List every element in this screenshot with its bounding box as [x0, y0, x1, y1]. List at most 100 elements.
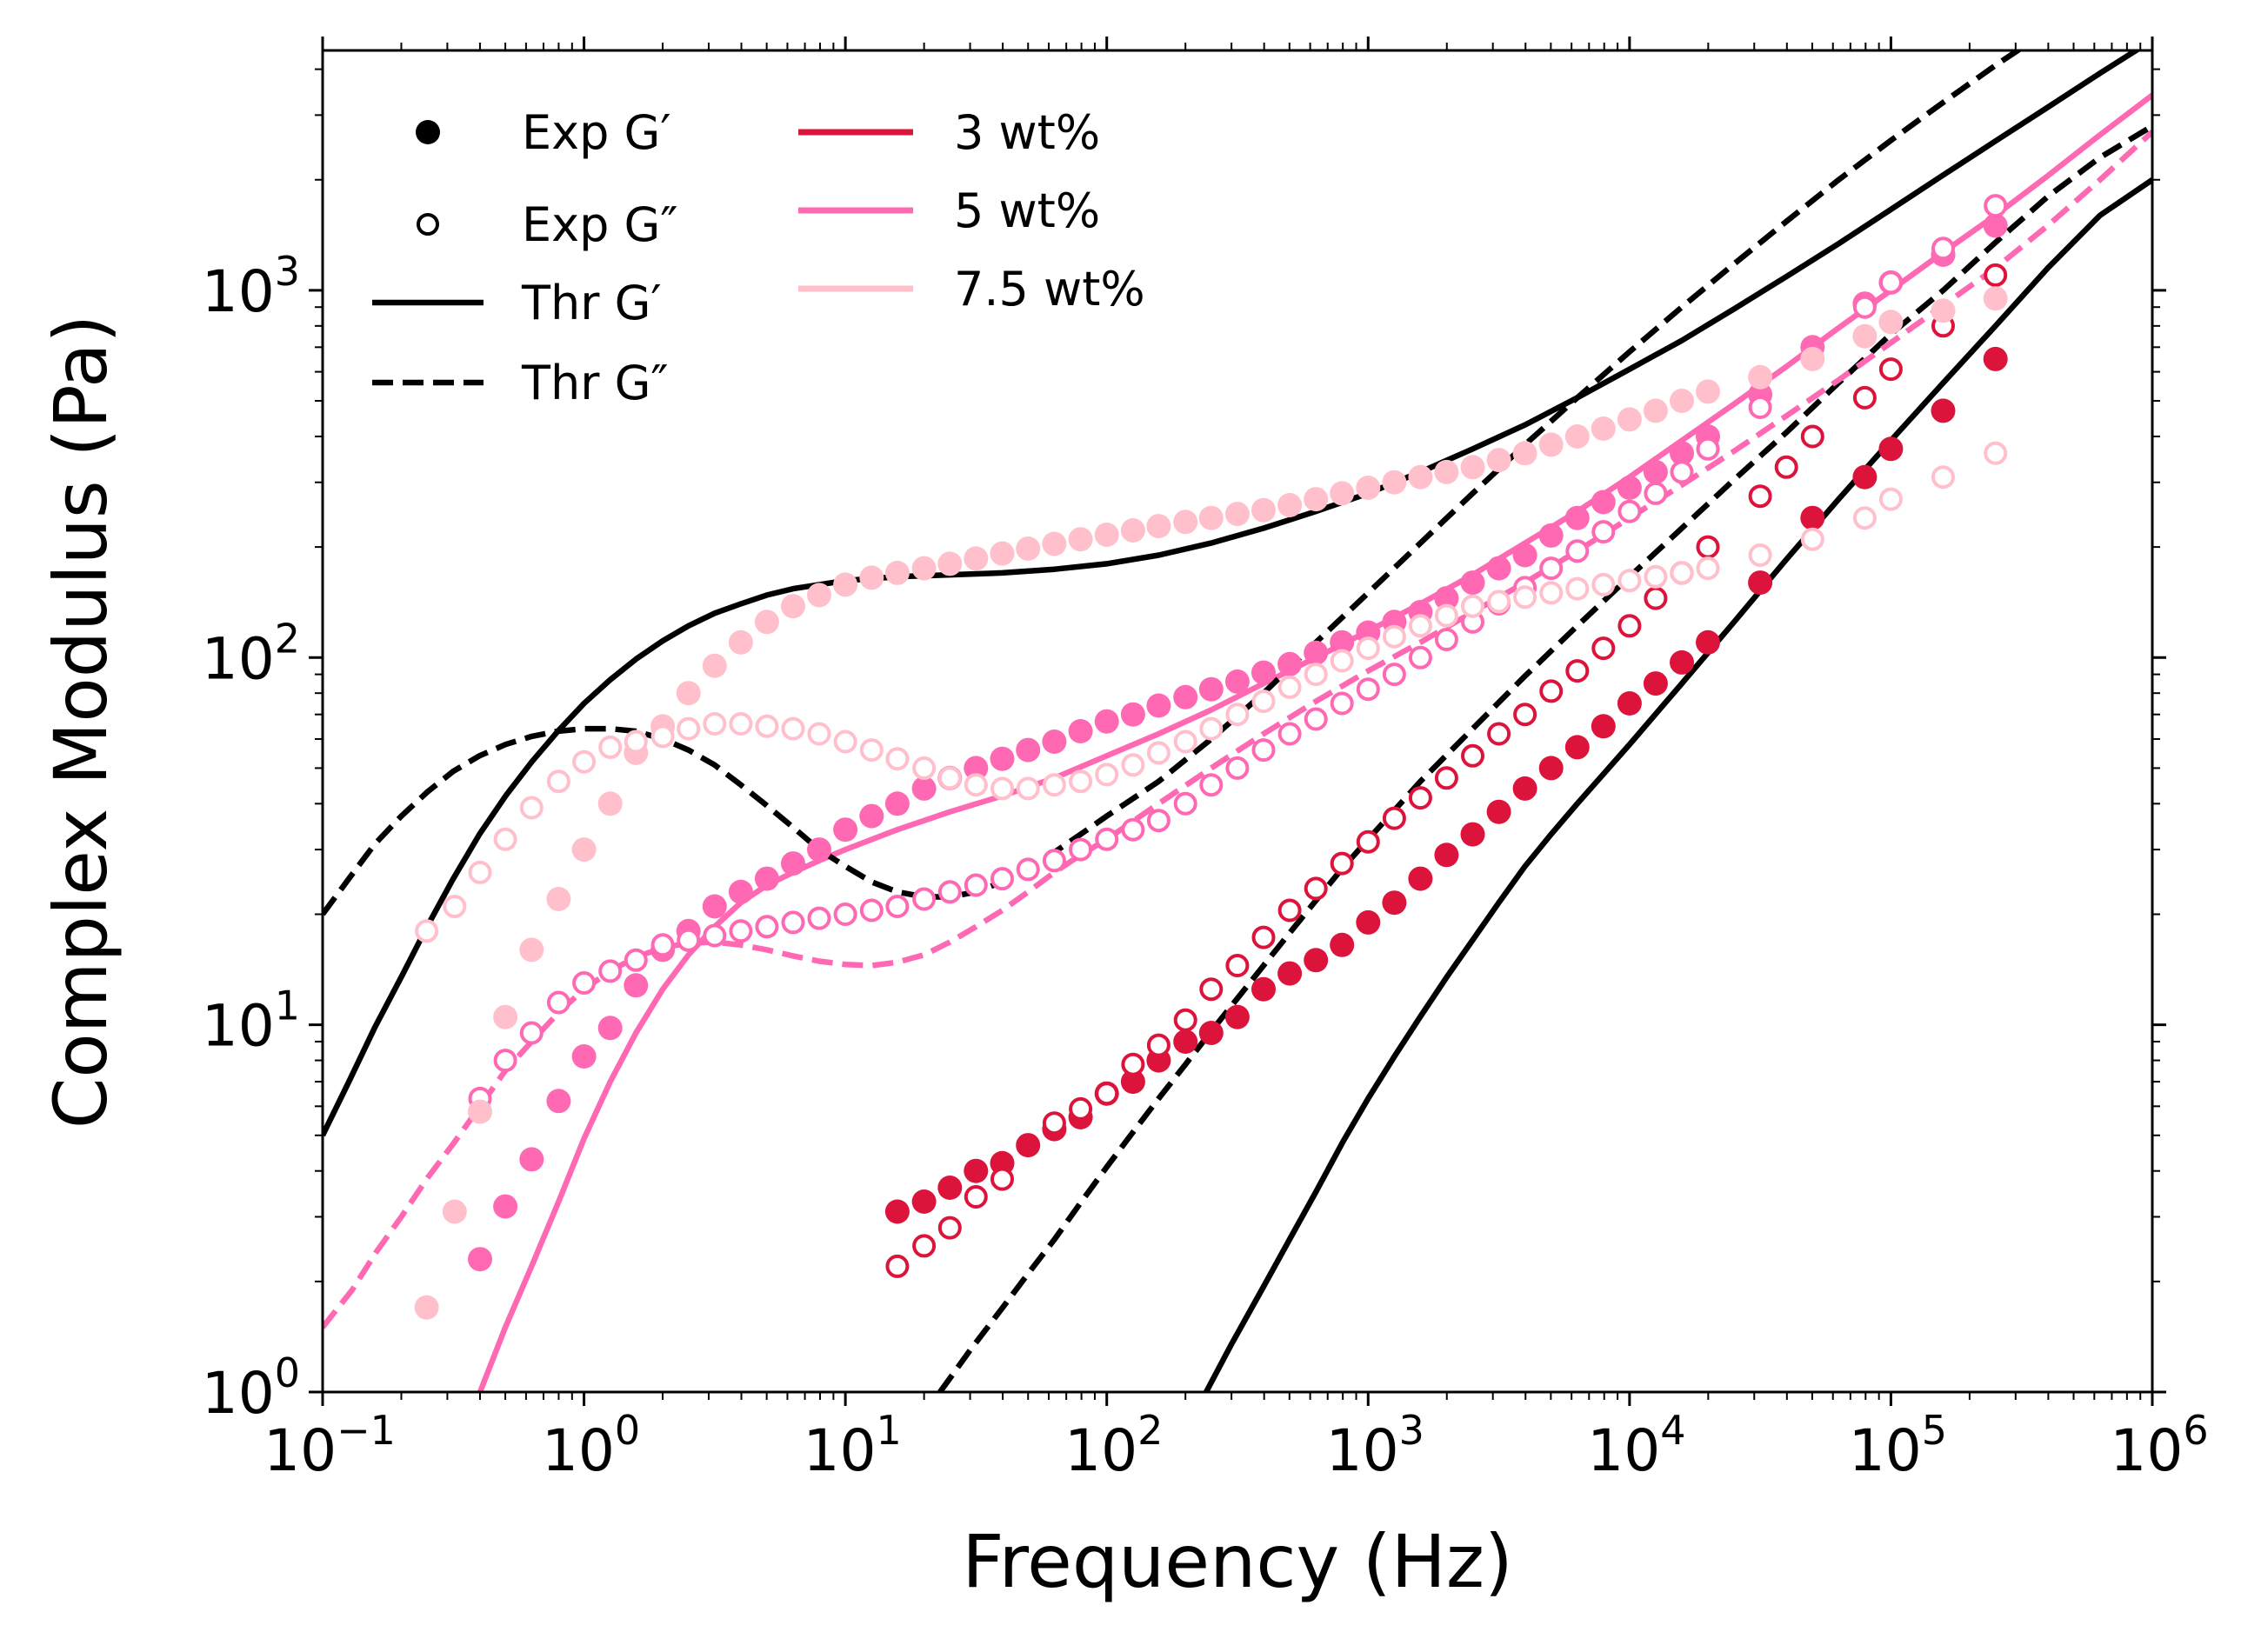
data-point-7-5-wt--storage — [1173, 510, 1198, 535]
data-point-7-5-wt--loss — [1095, 763, 1119, 787]
data-point-7-5-wt--loss — [650, 724, 675, 749]
data-point-7-5-wt--loss — [1330, 649, 1354, 673]
data-point-7-5-wt--storage — [1094, 523, 1119, 547]
data-point-5-wt--storage — [754, 866, 779, 891]
data-point-3-wt--loss — [912, 1234, 937, 1258]
data-point-3-wt--loss — [964, 1185, 988, 1209]
data-point-3-wt--storage — [1460, 822, 1485, 847]
data-point-7-5-wt--loss — [990, 776, 1014, 801]
data-point-3-wt--storage — [1224, 1004, 1250, 1029]
data-point-7-5-wt--loss — [598, 735, 623, 759]
data-point-7-5-wt--loss — [1069, 769, 1093, 794]
x-tick-label: 103 — [1326, 1407, 1424, 1484]
data-point-5-wt--loss — [1304, 707, 1328, 731]
data-point-3-wt--storage — [964, 1158, 989, 1183]
data-point-3-wt--storage — [1330, 932, 1355, 957]
data-point-7-5-wt--storage — [1356, 476, 1381, 500]
data-point-5-wt--storage — [1224, 669, 1250, 694]
data-point-7-5-wt--storage — [1643, 398, 1668, 423]
data-point-7-5-wt--storage — [1591, 416, 1616, 441]
data-point-7-5-wt--loss — [1591, 572, 1616, 596]
data-point-7-5-wt--storage — [1748, 364, 1773, 390]
data-point-7-5-wt--loss — [1199, 716, 1224, 741]
data-point-7-5-wt--loss — [1565, 576, 1590, 601]
data-point-7-5-wt--storage — [1042, 531, 1067, 556]
data-point-7-5-wt--storage — [519, 937, 544, 963]
data-point-7-5-wt--storage — [493, 1004, 518, 1029]
data-point-3-wt--loss — [885, 1254, 910, 1278]
data-point-7-5-wt--loss — [937, 766, 962, 790]
data-point-5-wt--storage — [1146, 693, 1171, 718]
data-point-3-wt--loss — [1748, 484, 1772, 509]
data-point-7-5-wt--loss — [912, 756, 937, 780]
theory-line-3-wt--storage — [1204, 177, 2152, 1392]
data-point-5-wt--loss — [912, 887, 937, 911]
data-point-7-5-wt--loss — [1852, 506, 1877, 530]
data-point-3-wt--storage — [937, 1176, 963, 1200]
data-point-3-wt--loss — [1199, 977, 1224, 1002]
data-point-7-5-wt--storage — [1800, 346, 1825, 371]
data-point-7-5-wt--loss — [729, 712, 753, 736]
y-axis-label: Complex Modulus (Pa) — [38, 315, 123, 1129]
legend-series-label: 3 wt% — [954, 105, 1100, 160]
data-point-5-wt--loss — [937, 880, 962, 904]
data-point-3-wt--loss — [990, 1167, 1014, 1191]
data-point-5-wt--storage — [546, 1089, 571, 1114]
data-point-3-wt--storage — [1173, 1029, 1198, 1054]
legend-label: Exp G″ — [522, 197, 678, 252]
y-tick-label: 102 — [202, 615, 300, 692]
data-point-7-5-wt--loss — [964, 773, 988, 797]
data-point-7-5-wt--loss — [1042, 773, 1066, 797]
data-point-5-wt--loss — [546, 990, 570, 1015]
data-point-7-5-wt--storage — [1670, 389, 1694, 413]
data-point-3-wt--loss — [1330, 851, 1354, 876]
data-point-5-wt--loss — [1852, 295, 1877, 319]
data-point-3-wt--loss — [1277, 898, 1302, 923]
data-point-7-5-wt--loss — [833, 729, 857, 754]
data-point-5-wt--loss — [1591, 520, 1616, 544]
data-point-3-wt--storage — [884, 1199, 910, 1224]
data-point-7-5-wt--storage — [1120, 518, 1145, 543]
data-point-3-wt--loss — [1774, 455, 1798, 479]
x-tick-label: 10−1 — [263, 1407, 396, 1484]
data-point-5-wt--loss — [833, 903, 857, 926]
data-point-5-wt--storage — [702, 894, 727, 919]
data-point-5-wt--storage — [571, 1044, 597, 1069]
data-point-3-wt--storage — [1617, 691, 1642, 716]
data-point-5-wt--loss — [1016, 857, 1040, 882]
data-point-7-5-wt--storage — [833, 572, 858, 597]
data-point-5-wt--storage — [859, 803, 884, 829]
data-point-3-wt--storage — [1120, 1069, 1145, 1095]
data-point-7-5-wt--loss — [1748, 543, 1772, 567]
data-point-5-wt--storage — [807, 837, 831, 863]
y-tick-label: 101 — [202, 983, 300, 1060]
data-point-7-5-wt--loss — [1617, 569, 1642, 593]
data-point-5-wt--loss — [1042, 849, 1066, 873]
data-point-7-5-wt--storage — [1460, 455, 1485, 480]
data-point-3-wt--storage — [1277, 961, 1303, 986]
data-point-7-5-wt--loss — [703, 712, 727, 736]
data-point-3-wt--storage — [1748, 570, 1773, 596]
data-point-3-wt--loss — [1852, 385, 1877, 410]
data-point-5-wt--storage — [1198, 676, 1224, 702]
data-point-7-5-wt--loss — [1382, 624, 1406, 649]
data-point-5-wt--storage — [624, 973, 649, 998]
data-point-7-5-wt--storage — [1330, 481, 1355, 506]
data-point-5-wt--storage — [1512, 543, 1537, 568]
data-point-7-5-wt--storage — [807, 583, 831, 608]
data-point-7-5-wt--loss — [1408, 614, 1432, 638]
data-point-3-wt--loss — [1251, 925, 1276, 949]
data-point-7-5-wt--loss — [1173, 729, 1197, 754]
data-point-7-5-wt--loss — [1461, 594, 1484, 618]
data-point-7-5-wt--loss — [1356, 636, 1380, 661]
data-point-5-wt--loss — [1984, 194, 2008, 218]
data-point-7-5-wt--loss — [1225, 703, 1250, 727]
data-point-7-5-wt--storage — [1512, 441, 1537, 466]
data-point-5-wt--loss — [1539, 556, 1564, 581]
data-point-5-wt--loss — [703, 923, 727, 948]
data-point-3-wt--loss — [1513, 703, 1537, 727]
data-point-5-wt--loss — [1330, 691, 1354, 716]
legend-series-label: 7.5 wt% — [954, 262, 1145, 316]
data-point-7-5-wt--loss — [885, 747, 910, 771]
data-point-5-wt--storage — [1330, 629, 1355, 655]
